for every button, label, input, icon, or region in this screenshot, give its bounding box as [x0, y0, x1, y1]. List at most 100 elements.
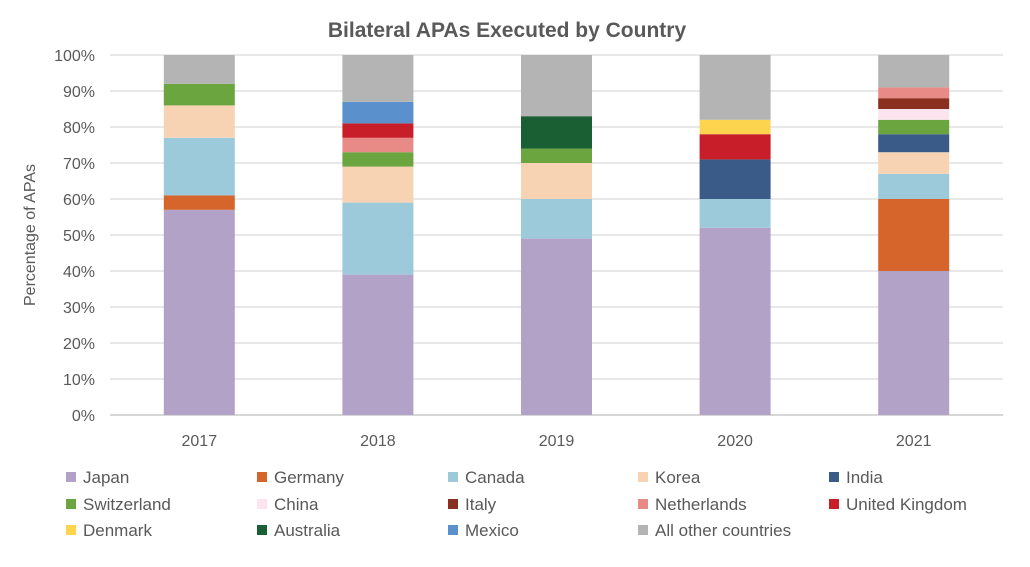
y-tick-label: 50%	[63, 228, 95, 245]
bar-segment	[878, 173, 950, 199]
bar-segment	[342, 274, 414, 415]
legend-label: Canada	[465, 468, 525, 487]
legend-swatch	[448, 525, 458, 535]
bar-segment	[163, 83, 235, 106]
legend-item: India	[829, 468, 883, 487]
bar-segment	[878, 98, 950, 109]
y-tick-label: 0%	[72, 408, 95, 425]
chart-title: Bilateral APAs Executed by Country	[328, 19, 687, 42]
bar-segment	[163, 209, 235, 415]
bar-segment	[699, 227, 771, 415]
legend-swatch	[257, 499, 267, 509]
legend-label: Korea	[655, 468, 701, 487]
bar-segment	[878, 134, 950, 153]
legend-item: Germany	[257, 468, 344, 487]
legend-swatch	[66, 472, 76, 482]
bar-segment	[521, 163, 592, 199]
legend-item: China	[257, 495, 319, 514]
bar-segment	[699, 134, 771, 160]
legend-label: All other countries	[655, 521, 791, 540]
bars	[163, 55, 950, 415]
legend: Japan Germany Canada Korea India Switzerland C…	[66, 468, 967, 540]
bar-segment	[342, 152, 414, 167]
y-tick-label: 40%	[63, 264, 95, 281]
bar-segment	[342, 137, 414, 153]
x-tick-label: 2020	[717, 433, 753, 450]
bar-segment	[163, 137, 235, 196]
bar-segment	[521, 238, 592, 415]
bar-segment	[342, 101, 414, 124]
legend-swatch	[448, 499, 458, 509]
legend-swatch	[257, 472, 267, 482]
bar-segment	[878, 271, 950, 415]
bar-segment	[878, 119, 950, 135]
legend-label: Germany	[274, 468, 344, 487]
legend-item: Italy	[448, 495, 497, 514]
legend-label: Denmark	[83, 521, 152, 540]
bar-segment	[342, 202, 414, 275]
legend-item: United Kingdom	[829, 495, 967, 514]
y-tick-label: 90%	[63, 84, 95, 101]
legend-swatch	[66, 499, 76, 509]
legend-item: Switzerland	[66, 495, 171, 514]
bar-segment	[521, 55, 592, 117]
y-tick-label: 10%	[63, 372, 95, 389]
bar-segment	[521, 116, 592, 149]
bar-segment	[878, 199, 950, 271]
bar-segment	[342, 166, 414, 203]
x-tick-label: 2019	[539, 433, 575, 450]
legend-item: Denmark	[66, 521, 152, 540]
x-tick-label: 2017	[182, 433, 218, 450]
bar-segment	[521, 199, 592, 239]
bar-segment	[163, 195, 235, 210]
bar-segment	[878, 109, 950, 120]
legend-swatch	[829, 472, 839, 482]
x-axis-ticks: 2017 2018 2019 2020 2021	[182, 433, 932, 450]
legend-label: Netherlands	[655, 495, 747, 514]
y-tick-label: 20%	[63, 336, 95, 353]
y-tick-label: 80%	[63, 120, 95, 137]
legend-label: Australia	[274, 521, 341, 540]
legend-label: Switzerland	[83, 495, 171, 514]
bar-segment	[699, 55, 771, 120]
bar-segment	[699, 119, 771, 135]
bar-segment	[699, 159, 771, 199]
legend-label: United Kingdom	[846, 495, 967, 514]
bar-segment	[878, 55, 950, 88]
y-tick-label: 70%	[63, 156, 95, 173]
legend-label: Japan	[83, 468, 129, 487]
legend-swatch	[829, 499, 839, 509]
legend-label: India	[846, 468, 883, 487]
legend-swatch	[66, 525, 76, 535]
legend-item: Netherlands	[638, 495, 747, 514]
legend-label: China	[274, 495, 319, 514]
legend-item: All other countries	[638, 521, 791, 540]
legend-item: Australia	[257, 521, 341, 540]
x-tick-label: 2021	[896, 433, 932, 450]
legend-item: Korea	[638, 468, 701, 487]
legend-swatch	[448, 472, 458, 482]
legend-item: Canada	[448, 468, 525, 487]
bar-segment	[163, 55, 235, 84]
legend-label: Italy	[465, 495, 497, 514]
bar-segment	[342, 55, 414, 102]
legend-swatch	[257, 525, 267, 535]
y-axis-label: Percentage of APAs	[22, 164, 39, 306]
bar-segment	[521, 148, 592, 163]
bar-segment	[163, 105, 235, 138]
y-tick-label: 60%	[63, 192, 95, 209]
legend-item: Japan	[66, 468, 129, 487]
legend-swatch	[638, 472, 648, 482]
bar-segment	[878, 152, 950, 174]
legend-swatch	[638, 525, 648, 535]
bar-segment	[699, 199, 771, 228]
legend-item: Mexico	[448, 521, 519, 540]
legend-label: Mexico	[465, 521, 519, 540]
y-tick-label: 30%	[63, 300, 95, 317]
bar-segment	[878, 87, 950, 99]
x-tick-label: 2018	[360, 433, 396, 450]
legend-swatch	[638, 499, 648, 509]
bar-segment	[342, 123, 414, 138]
